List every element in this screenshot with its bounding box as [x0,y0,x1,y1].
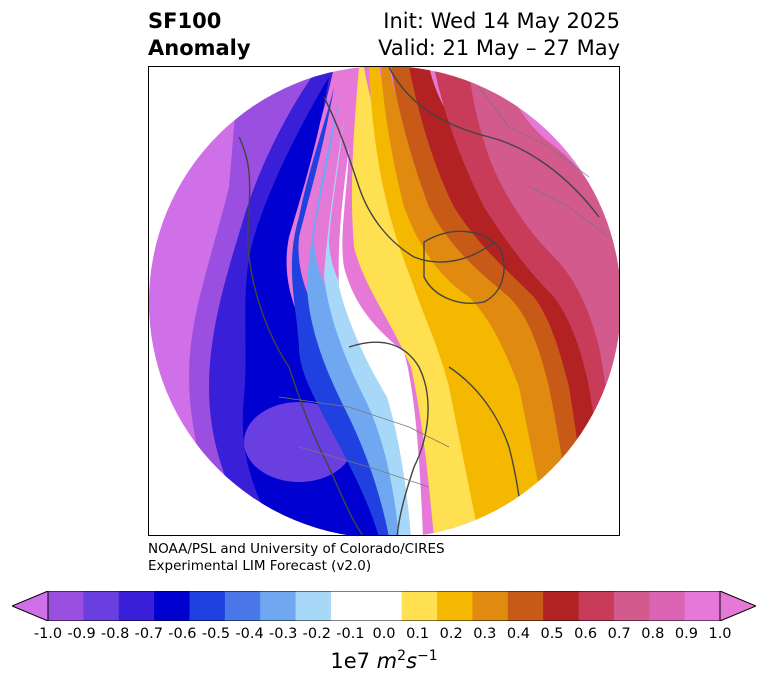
colorbar-tick-label: 0.5 [540,626,564,642]
colorbar-tick-label: -0.8 [101,626,130,642]
chart-title: SF100 Anomaly [148,8,251,62]
colorbar-cell [83,591,120,621]
colorbar-cell [472,591,509,621]
forecast-dates: Init: Wed 14 May 2025 Valid: 21 May – 27… [378,8,620,62]
colorbar-cell [189,591,226,621]
colorbar-tick-label: 0.9 [674,626,698,642]
colorbar-tick-label: -0.2 [302,626,331,642]
colorbar-tick-label: 0.2 [439,626,463,642]
border-line-1 [278,396,450,448]
credit-line-1: NOAA/PSL and University of Colorado/CIRE… [148,541,445,557]
colorbar-extend-high [719,591,756,621]
coastline-west [238,136,365,535]
colorbar-tick-label: 0.0 [372,626,396,642]
colorbar-tick-label: -0.3 [269,626,298,642]
units-s-exp: −1 [417,648,438,664]
colorbar-cell [48,591,84,621]
colorbar-extend-low [12,591,49,621]
colorbar-outline [47,591,721,621]
colorbar-cell [437,591,473,621]
credit-line-2: Experimental LIM Forecast (v2.0) [148,558,372,574]
positive-region-07 [434,67,619,535]
coastline-north [323,96,495,263]
border-line-3 [478,86,590,178]
colorbar-cell [684,591,721,621]
colorbar-tick-label: 0.3 [473,626,497,642]
coastline-greenland [423,230,505,304]
title-line-2: Anomaly [148,36,251,60]
colorbar-cell [118,591,155,621]
colorbar-tick-label: 0.1 [406,626,430,642]
coastline-hudson [348,341,429,535]
negative-region-01 [324,117,419,535]
map-panel [148,66,620,536]
colorbar-tick-label: 1.0 [708,626,732,642]
units-m-exp: 2 [397,648,407,664]
credit: NOAA/PSL and University of Colorado/CIRE… [148,541,445,575]
colorbar-cell [330,591,367,621]
border-line-2 [298,446,430,488]
colorbar-tick-label: -0.6 [168,626,197,642]
colorbar-cell [224,591,261,621]
coastline-eurasia [388,67,600,218]
colorbar-cell [295,591,332,621]
colorbar-cell [154,591,190,621]
border-line-4 [528,186,610,238]
colorbar-cell [543,591,580,621]
colorbar-cell [260,591,297,621]
colorbar-tick-label: 0.6 [574,626,598,642]
colorbar-cell [507,591,544,621]
title-line-1: SF100 [148,9,222,33]
valid-dates: Valid: 21 May – 27 May [378,36,620,60]
colorbar-cell [366,591,403,621]
positive-region-08 [469,67,619,535]
positive-region-05 [409,67,611,535]
colorbar [12,591,756,621]
colorbar-cell [578,591,615,621]
colorbar-cell [613,591,650,621]
anomaly-field [149,67,619,535]
units-prefix: 1e7 [330,649,377,673]
colorbar-tick-label: -0.7 [134,626,163,642]
init-date: Init: Wed 14 May 2025 [383,9,620,33]
colorbar-tick-label: 0.4 [506,626,530,642]
colorbar-tick-label: 0.8 [641,626,665,642]
units-m: m [376,649,398,673]
colorbar-cells [48,591,721,621]
colorbar-tick-label: -0.1 [336,626,365,642]
colorbar-ticks: -1.0 -0.9 -0.8 -0.7 -0.6 -0.5 -0.4 -0.3 -0.2 -0.1… [0,626,768,646]
colorbar-tick-label: -1.0 [33,626,63,642]
colorbar-units: 1e7 m2s−1 [0,648,768,673]
colorbar-tick-label: -0.9 [67,626,96,642]
colorbar-tick-label: -0.5 [201,626,231,642]
colorbar-tick-label: -0.4 [235,626,264,642]
colorbar-tick-label: 0.7 [607,626,631,642]
colorbar-cell [649,591,686,621]
borders [278,86,610,488]
anomaly-map [149,67,619,535]
colorbar-cell [401,591,438,621]
units-s: s [406,649,418,673]
